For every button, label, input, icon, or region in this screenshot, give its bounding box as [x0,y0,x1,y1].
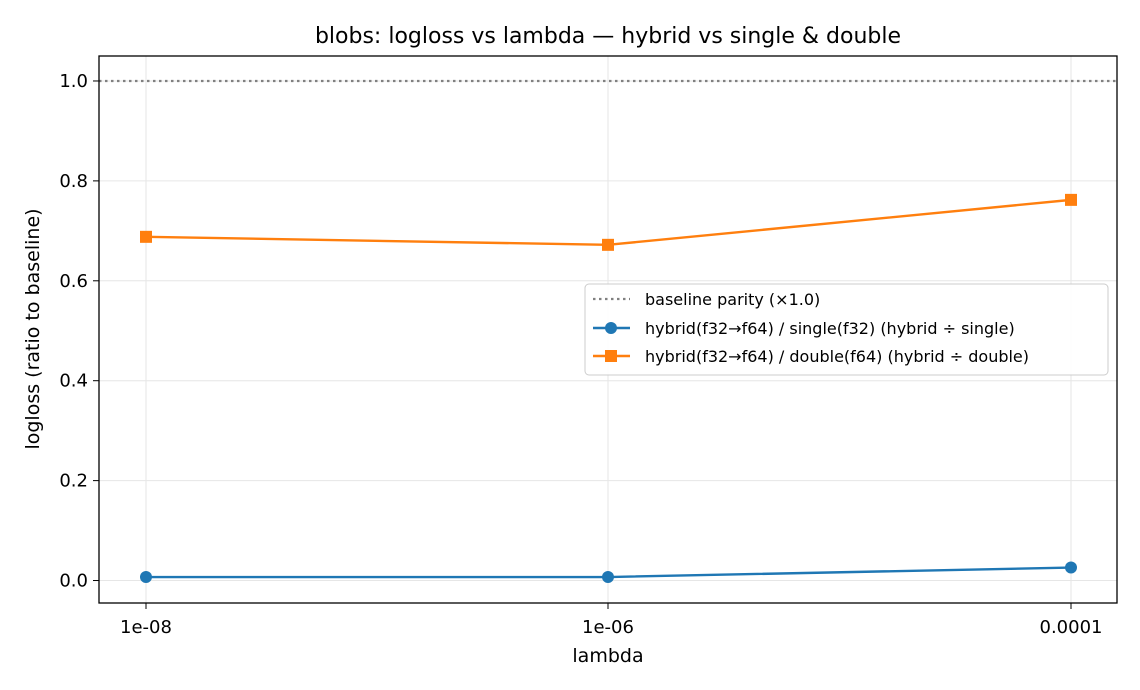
x-tick-label: 1e-08 [120,617,172,638]
legend-box [584,283,1109,376]
series-group [140,193,1077,584]
y-tick-label: 0.8 [59,171,88,192]
series-2-point [1065,193,1077,206]
y-tick-label: 0.0 [59,571,88,592]
series-1-point [140,571,152,584]
legend-label: hybrid(f32→f64) / single(f32) (hybrid ÷ … [645,319,1015,338]
axis-ticks: 1e-08 1e-06 0.0001 0.0 0.2 0.4 0.6 0.8 1.0 [59,71,1102,638]
y-tick-label: 0.6 [59,271,88,292]
legend-series-1-marker [605,322,617,334]
legend-label: hybrid(f32→f64) / double(f64) (hybrid ÷ … [645,347,1029,366]
y-axis-label: logloss (ratio to baseline) [22,208,44,449]
chart-title: blobs: logloss vs lambda — hybrid vs sin… [315,24,901,49]
legend-label: baseline parity (×1.0) [645,290,820,309]
y-tick-label: 0.4 [59,371,88,392]
x-tick-label: 1e-06 [582,617,634,638]
y-tick-label: 1.0 [59,71,88,92]
legend: baseline parity (×1.0) hybrid(f32→f64) / … [584,283,1109,376]
x-tick-label: 0.0001 [1040,617,1103,638]
series-1-point [602,571,614,584]
series-1-point [1065,561,1077,574]
legend-series-2-marker [605,350,617,362]
x-axis-label: lambda [572,645,643,667]
y-tick-label: 0.2 [59,471,88,492]
series-2-point [602,238,614,251]
series-2-point [140,230,152,243]
